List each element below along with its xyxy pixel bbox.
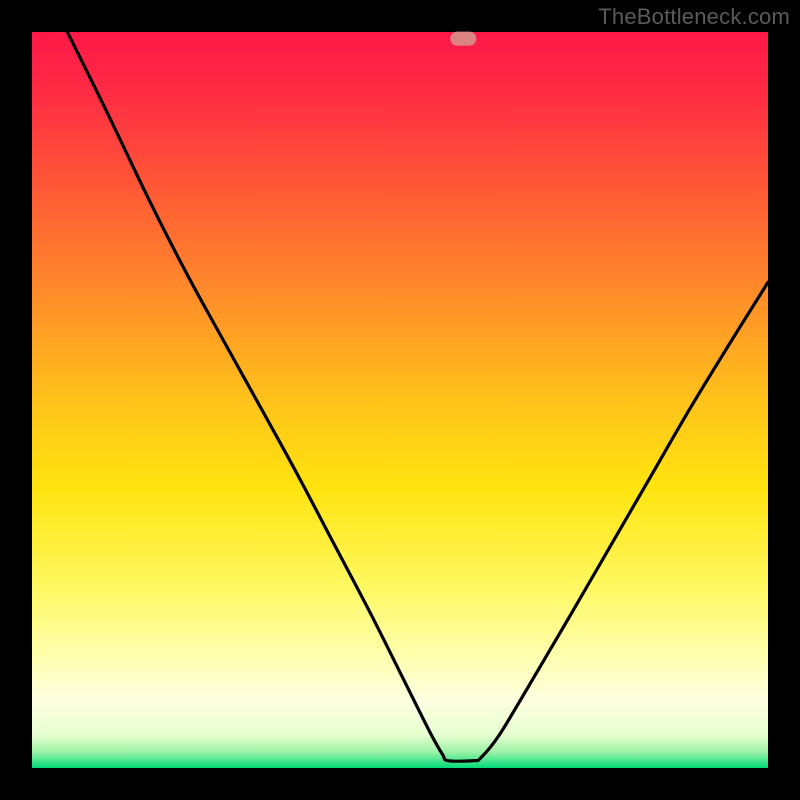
plot-background — [32, 32, 768, 768]
chart-container: { "watermark": "TheBottleneck.com", "cha… — [0, 0, 800, 800]
bottleneck-curve-chart — [0, 0, 800, 800]
optimal-point-marker — [450, 32, 476, 46]
watermark-text: TheBottleneck.com — [598, 4, 790, 30]
